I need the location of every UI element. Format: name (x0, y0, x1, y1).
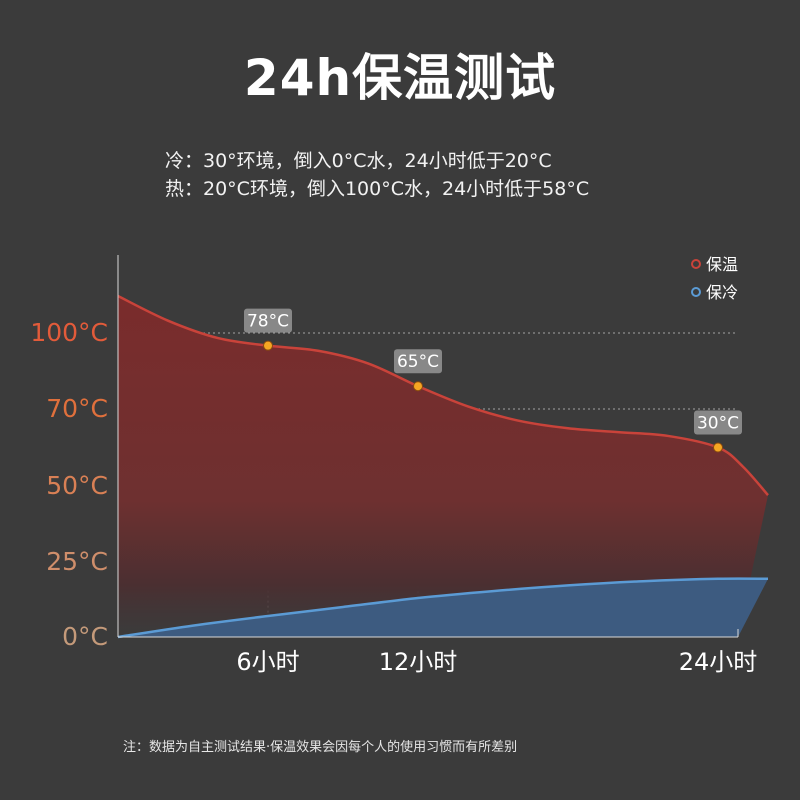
marker-layer (244, 308, 742, 453)
x-tick-label: 12小时 (379, 648, 458, 676)
y-tick-label: 25°C (46, 547, 108, 576)
data-label-box (694, 410, 742, 435)
subtitle-cold: 冷：30°环境，倒入0°C水，24小时低于20°C (165, 150, 552, 172)
chart-title: 24h保温测试 (243, 49, 557, 107)
y-tick-label: 70°C (46, 394, 108, 423)
axis-layer (117, 255, 739, 638)
data-label: 30°C (697, 414, 739, 434)
subtitle-hot: 热：20°C环境，倒入100°C水，24小时低于58°C (165, 178, 590, 200)
y-tick-label: 0°C (62, 622, 108, 651)
hot-area (118, 296, 768, 637)
x-tick-label: 6小时 (236, 648, 299, 676)
legend-marker (691, 259, 701, 269)
legend-label: 保冷 (706, 283, 738, 302)
data-label-box (244, 308, 292, 333)
data-point-marker (413, 381, 423, 392)
data-label: 78°C (247, 312, 289, 332)
y-tick-label: 100°C (30, 318, 108, 347)
footnote: 注：数据为自主测试结果·保温效果会因每个人的使用习惯而有所差别 (123, 740, 518, 755)
data-label-box (394, 349, 442, 374)
legend-marker (691, 287, 701, 297)
data-label: 65°C (397, 352, 439, 372)
cold-area (118, 578, 768, 637)
data-point-marker (263, 340, 273, 351)
y-tick-label: 50°C (46, 471, 108, 500)
label-layer: 78°C 65°C 30°C 0°C 25°C 50°C 70°C 100°C 6小时 12小时 2… (30, 312, 757, 676)
area-layer (117, 294, 769, 639)
data-point-marker (713, 442, 723, 453)
hot-line (117, 294, 769, 496)
cold-line (117, 577, 769, 639)
x-tick-label: 24小时 (679, 648, 758, 676)
legend-label: 保温 (706, 255, 738, 274)
